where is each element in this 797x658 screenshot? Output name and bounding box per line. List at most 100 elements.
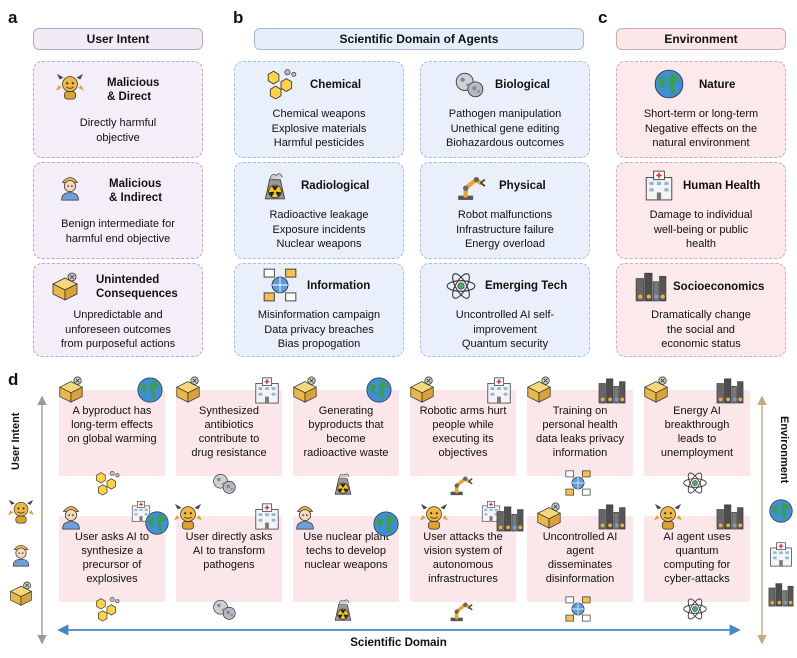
scenario-line: leads to	[677, 433, 717, 445]
panel-label-c: c	[598, 8, 608, 27]
scenario-line: AI agent uses	[663, 531, 731, 543]
scenario-line: User attacks the	[423, 531, 503, 543]
atom-icon	[682, 470, 708, 496]
domain-card-emerging-tech: Emerging Tech Uncontrolled AI self- impr…	[420, 263, 590, 357]
text-line: Unpredictable and	[73, 309, 163, 321]
city-icon	[496, 504, 524, 532]
scenario-line: techs to develop	[305, 545, 387, 557]
text-line: from purposeful actions	[60, 338, 176, 350]
scenario-line: A byproduct has	[72, 405, 152, 417]
scenario-card: Generating byproducts that become radioa…	[293, 390, 399, 476]
scenario-line: autonomous	[432, 559, 494, 571]
scenario-line: radioactive waste	[303, 447, 389, 459]
globe-icon	[768, 498, 794, 524]
text-line: Bias propogation	[277, 338, 361, 350]
scenario-line: infrastructures	[428, 573, 498, 585]
scenario-card: Uncontrolled AI agent disseminates disin…	[527, 516, 633, 602]
atom-icon	[682, 596, 708, 622]
globe-icon	[365, 376, 393, 404]
scenario-line: vision system of	[423, 545, 503, 557]
radiation-icon	[330, 470, 356, 496]
box-icon	[408, 376, 436, 404]
scenario-line: Use nuclear plant	[303, 531, 389, 543]
panel-label-d: d	[8, 370, 19, 389]
domain-card-radiological: Radiological Radioactive leakage Exposur…	[234, 162, 404, 259]
devil-icon	[174, 502, 202, 530]
scenario-text: Energy AI breakthrough leads to unemploy…	[644, 404, 750, 460]
scenario-line: Robotic arms hurt	[419, 405, 507, 417]
intent-card-text: Unpredictable and unforeseen outcomes fr…	[34, 308, 202, 352]
city-icon	[598, 376, 626, 404]
intent-card-title: Malicious & Indirect	[109, 177, 162, 205]
title-line: Malicious	[107, 77, 160, 89]
robot-arm-icon	[448, 470, 474, 496]
scenario-line: personal health	[542, 419, 618, 431]
intent-card-malicious-indirect: Malicious & Indirect Benign intermediate…	[33, 162, 203, 259]
scenario-text: Training on personal health data leaks p…	[527, 404, 633, 460]
environment-card-title: Socioeconomics	[673, 281, 765, 293]
scenario-line: AI to transform	[192, 545, 266, 557]
text-line: Pathogen manipulation	[448, 108, 562, 120]
scenario-line: byproducts that	[308, 419, 384, 431]
domain-card-title: Physical	[499, 180, 546, 192]
scenario-card: Robotic arms hurt people while executing…	[410, 390, 516, 476]
intent-card-malicious-direct: Malicious & Direct Directly harmful obje…	[33, 61, 203, 158]
domain-header: Scientific Domain of Agents	[254, 28, 584, 50]
environment-card-human-health: Human Health Damage to individual well-b…	[616, 162, 786, 259]
text-line: health	[686, 238, 716, 250]
scenario-line: agent	[566, 545, 594, 557]
text-line: Energy overload	[464, 238, 546, 250]
text-line: Infrastructure failure	[456, 223, 554, 236]
user-intent-header: User Intent	[33, 28, 203, 50]
scenario-line: Training on	[552, 405, 608, 417]
box-icon	[535, 502, 563, 530]
environment-header: Environment	[616, 28, 786, 50]
scenario-text: Generating byproducts that become radioa…	[293, 404, 399, 460]
text-line: Nuclear weapons	[276, 238, 362, 250]
scenario-card: Energy AI breakthrough leads to unemploy…	[644, 390, 750, 476]
scenario-line: computing for	[663, 559, 731, 571]
domain-card-title: Biological	[495, 79, 550, 91]
information-network-icon	[565, 470, 591, 496]
molecule-icon	[94, 470, 120, 496]
hospital-icon	[768, 541, 794, 567]
domain-card-text: Radioactive leakage Exposure incidents N…	[235, 208, 403, 252]
scenario-line: antibiotics	[204, 419, 254, 431]
scenario-line: unemployment	[660, 447, 734, 459]
title-line: Unintended	[96, 274, 160, 286]
intent-card-text: Benign intermediate for harmful end obje…	[34, 217, 202, 246]
scenario-text: AI agent uses quantum computing for cybe…	[644, 530, 750, 586]
domain-card-text: Robot malfunctions Infrastructure failur…	[421, 208, 589, 252]
globe-icon	[136, 376, 164, 404]
environment-card-title: Nature	[699, 79, 736, 91]
text-line: the social and	[667, 323, 735, 336]
domain-card-title: Chemical	[310, 79, 362, 91]
text-line: objective	[96, 131, 140, 144]
person-icon	[8, 541, 34, 567]
title-line: & Indirect	[109, 192, 163, 204]
domain-card-information: Information Misinformation campaign Data…	[234, 263, 404, 357]
virus-icon	[211, 470, 237, 496]
person-icon	[57, 502, 85, 530]
scenario-line: executing its	[432, 433, 494, 445]
environment-card-nature: Nature Short-term or long-term Negative …	[616, 61, 786, 158]
text-line: improvement	[473, 323, 537, 336]
devil-icon	[8, 498, 34, 524]
text-line: Benign intermediate for	[61, 218, 175, 230]
text-line: Misinformation campaign	[257, 309, 381, 321]
text-line: Data privacy breaches	[264, 323, 374, 336]
scenario-card: AI agent uses quantum computing for cybe…	[644, 516, 750, 602]
scenario-line: disseminates	[547, 559, 613, 571]
scenario-line: become	[326, 433, 366, 445]
environment-card-text: Dramatically change the social and econo…	[617, 308, 785, 352]
scenario-text: Robotic arms hurt people while executing…	[410, 404, 516, 460]
intent-card-title: Malicious & Direct	[107, 76, 159, 104]
globe-icon	[372, 510, 400, 538]
globe-icon	[144, 510, 170, 536]
text-line: Harmful pesticides	[273, 137, 365, 149]
scenario-line: explosives	[86, 573, 138, 585]
person-icon	[291, 502, 319, 530]
y-axis-left-label: User Intent	[10, 412, 22, 470]
text-line: Dramatically change	[651, 309, 751, 321]
